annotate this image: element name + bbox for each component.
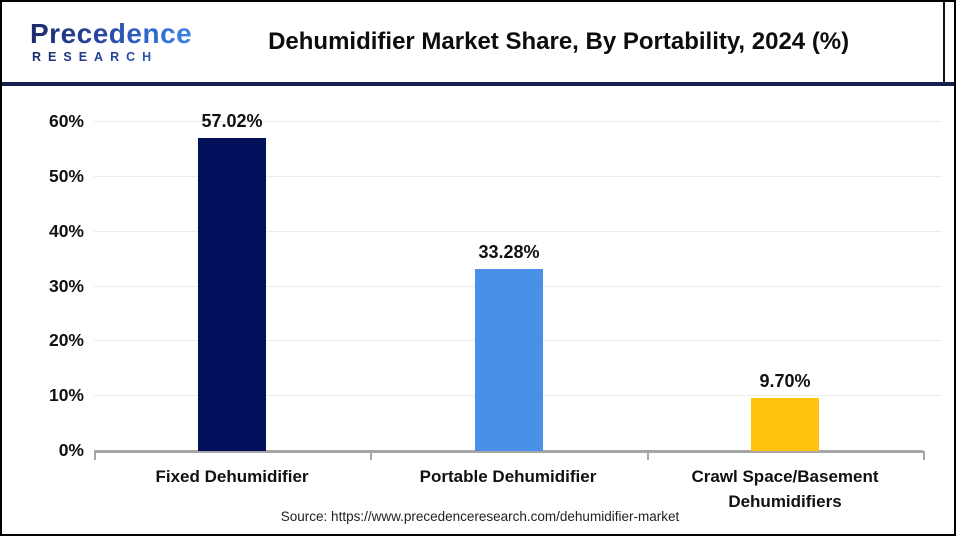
header-separator [2, 82, 954, 86]
bar-value-label: 57.02% [201, 111, 263, 131]
bar [751, 398, 819, 451]
source-text: Source: https://www.precedenceresearch.c… [280, 509, 680, 524]
bar [475, 269, 543, 451]
bar-value-label: 33.28% [478, 242, 540, 262]
bar-value-label: 9.70% [759, 371, 811, 391]
logo-subtext: RESEARCH [32, 51, 192, 64]
y-axis-label: 40% [48, 220, 84, 241]
y-axis-label: 10% [48, 385, 84, 406]
x-axis-tick [94, 451, 96, 460]
logo-wordmark: Precedence [30, 18, 193, 50]
gridline [94, 230, 942, 232]
y-axis-label: 50% [48, 165, 84, 186]
x-axis-tick [923, 451, 925, 460]
x-axis-line [94, 450, 923, 453]
x-axis-label: Crawl Space/Basement Dehumidifiers [691, 467, 879, 511]
y-axis-label: 20% [48, 330, 84, 351]
x-axis-tick [370, 451, 372, 460]
x-axis-tick [647, 451, 649, 460]
y-axis-label: 30% [48, 275, 84, 296]
gridline [94, 175, 942, 177]
chart-title: Dehumidifier Market Share, By Portabilit… [268, 28, 850, 55]
gridline [94, 121, 942, 122]
x-axis-label: Fixed Dehumidifier [155, 467, 309, 486]
y-axis-label: 60% [48, 111, 84, 131]
header: Precedence RESEARCH Dehumidifier Market … [2, 2, 945, 82]
precedence-logo: Precedence RESEARCH [30, 20, 192, 64]
y-axis-label: 0% [58, 440, 84, 460]
chart-area: Source: https://www.precedenceresearch.c… [2, 86, 954, 534]
bar [198, 138, 266, 451]
x-axis-label: Portable Dehumidifier [419, 467, 597, 486]
